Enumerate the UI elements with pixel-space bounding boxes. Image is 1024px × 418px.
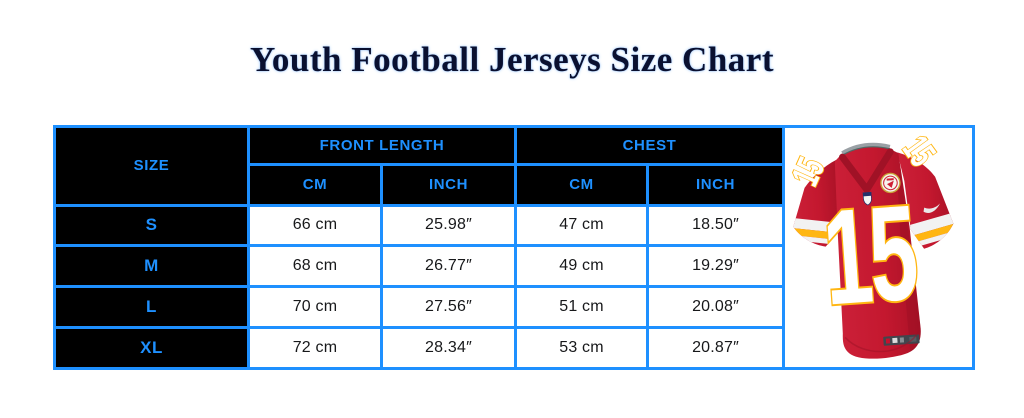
nike-swoosh-icon	[923, 203, 940, 213]
cell-size: L	[53, 285, 250, 330]
jersey-image: 15 15	[787, 130, 956, 359]
column-header-front-length: FRONT LENGTH	[246, 125, 518, 166]
header-row-groups: SIZE FRONT LENGTH CHEST	[53, 125, 976, 370]
cell-front-inch: 28.34″	[379, 326, 518, 370]
cell-front-cm: 68 cm	[247, 244, 383, 289]
cell-chest-inch: 20.08″	[646, 285, 786, 330]
cell-chest-cm: 47 cm	[514, 203, 650, 248]
cell-size: S	[53, 203, 250, 248]
column-header-front-inch: INCH	[379, 162, 518, 207]
table-row-m: M 68 cm 26.77″ 49 cm 19.29″	[53, 244, 974, 289]
hem-shadow	[844, 329, 921, 353]
cell-chest-cm: 53 cm	[514, 326, 650, 370]
column-header-chest: CHEST	[514, 125, 786, 166]
cell-chest-cm: 49 cm	[514, 244, 650, 289]
table-row-l: L 70 cm 27.56″ 51 cm 20.08″	[53, 285, 974, 330]
header-row-units: CM INCH CM INCH	[55, 162, 974, 207]
column-header-front-cm: CM	[247, 162, 383, 207]
table-row-xl: XL 72 cm 28.34″ 53 cm 20.87″	[53, 326, 974, 370]
cell-chest-cm: 51 cm	[514, 285, 650, 330]
nfl-shield-icon	[862, 191, 872, 206]
cell-front-cm: 72 cm	[247, 326, 383, 370]
page-title: Youth Football Jerseys Size Chart	[250, 40, 774, 79]
collar-back-stripe	[842, 146, 891, 156]
cell-front-cm: 70 cm	[247, 285, 383, 330]
cell-front-cm: 66 cm	[247, 203, 383, 248]
cell-chest-inch: 19.29″	[646, 244, 786, 289]
cell-front-inch: 25.98″	[379, 203, 518, 248]
column-header-chest-cm: CM	[514, 162, 650, 207]
jersey-shading	[897, 167, 921, 352]
jersey-number: 15	[819, 177, 921, 334]
team-patch-icon	[880, 172, 901, 194]
size-chart-table: SIZE FRONT LENGTH CHEST	[53, 125, 976, 370]
cell-chest-inch: 18.50″	[646, 203, 786, 248]
cell-size: M	[53, 244, 250, 289]
column-header-size: SIZE	[53, 125, 250, 207]
cell-size: XL	[53, 326, 250, 370]
column-header-chest-inch: INCH	[646, 162, 786, 207]
collar-back-band	[841, 142, 891, 155]
jersey-torso	[834, 145, 921, 359]
collar-v-trim	[839, 148, 894, 194]
table-row-s: S 66 cm 25.98″ 47 cm 18.50″	[53, 203, 974, 248]
cell-chest-inch: 20.87″	[646, 326, 786, 370]
cell-front-inch: 26.77″	[379, 244, 518, 289]
jersey-photo-cell: 15 15	[782, 125, 976, 370]
cell-front-inch: 27.56″	[379, 285, 518, 330]
